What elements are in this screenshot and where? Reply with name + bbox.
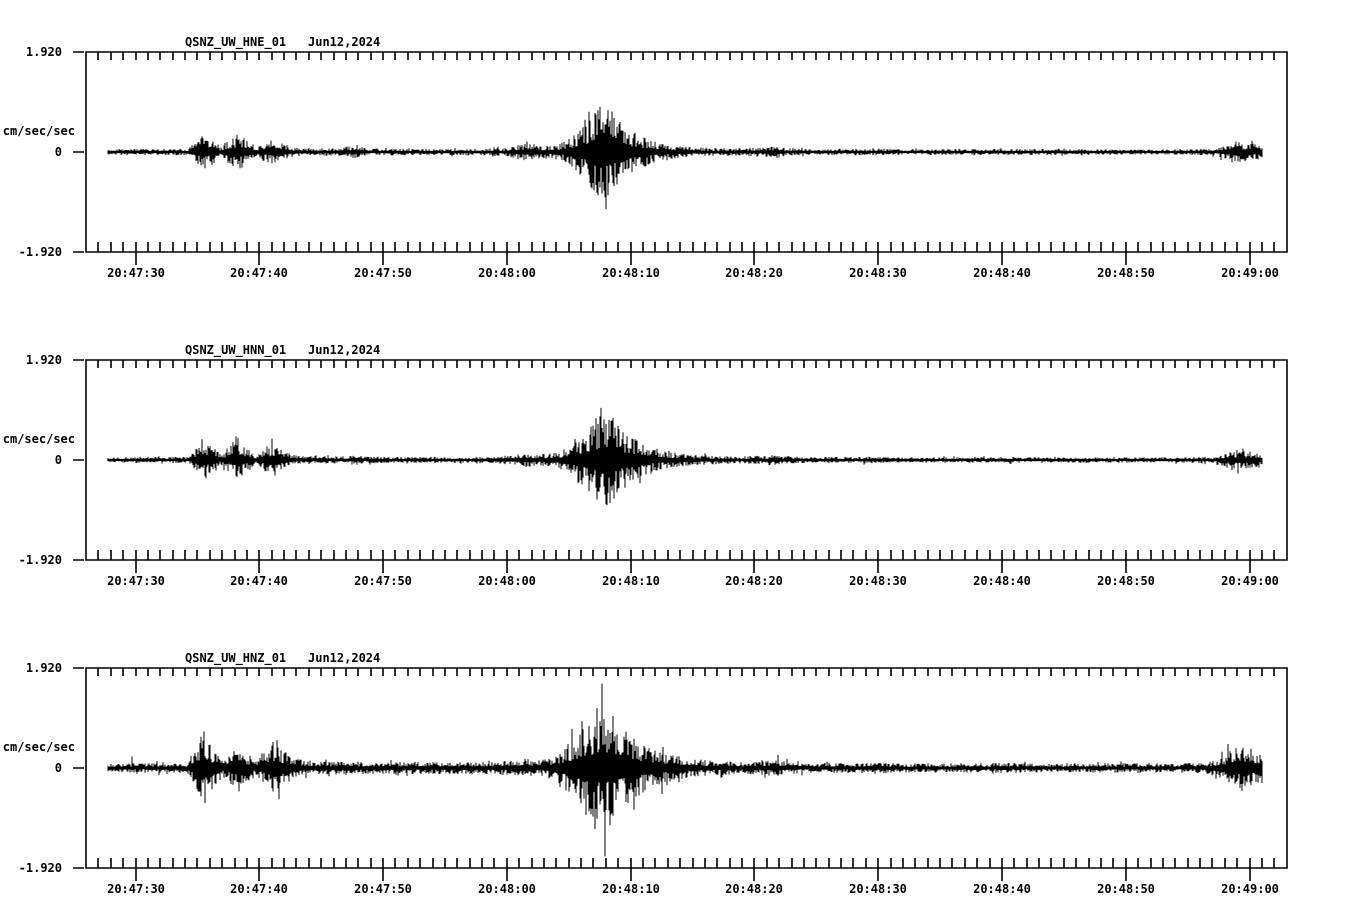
axis-frame (73, 667, 1288, 881)
y-axis-unit-label: cm/sec/sec (3, 740, 75, 754)
x-tick-label: 20:47:30 (107, 882, 165, 896)
x-tick-label: 20:48:50 (1097, 574, 1155, 588)
waveform-trace (107, 106, 1263, 210)
y-tick-label: -1.920 (19, 861, 62, 875)
y-tick-label: 1.920 (26, 353, 62, 367)
y-tick-label: 0 (55, 761, 62, 775)
x-tick-label: 20:48:10 (602, 882, 660, 896)
axis-frame (73, 359, 1288, 573)
x-tick-label: 20:48:30 (849, 266, 907, 280)
x-tick-label: 20:49:00 (1221, 882, 1279, 896)
x-tick-label: 20:47:40 (230, 882, 288, 896)
y-tick-label: -1.920 (19, 245, 62, 259)
x-tick-label: 20:48:30 (849, 882, 907, 896)
x-tick-label: 20:48:20 (725, 266, 783, 280)
panel-title: QSNZ_UW_HNE_01 (185, 35, 286, 50)
x-tick-label: 20:48:00 (478, 882, 536, 896)
seismogram-panel: QSNZ_UW_HNE_01 Jun12,2024 cm/sec/sec 1.920 0… (3, 35, 1288, 280)
x-tick-label: 20:49:00 (1221, 574, 1279, 588)
x-tick-label: 20:48:20 (725, 574, 783, 588)
x-tick-label: 20:47:30 (107, 266, 165, 280)
x-tick-label: 20:47:50 (354, 574, 412, 588)
seismogram-panel: QSNZ_UW_HNN_01 Jun12,2024 cm/sec/sec 1.920 0… (3, 343, 1288, 588)
x-tick-label: 20:47:50 (354, 266, 412, 280)
x-tick-label: 20:47:30 (107, 574, 165, 588)
x-tick-label: 20:47:40 (230, 266, 288, 280)
x-tick-label: 20:48:00 (478, 574, 536, 588)
x-tick-label: 20:48:30 (849, 574, 907, 588)
x-tick-label: 20:48:40 (973, 266, 1031, 280)
x-tick-label: 20:47:40 (230, 574, 288, 588)
x-tick-label: 20:48:10 (602, 266, 660, 280)
x-tick-label: 20:48:50 (1097, 266, 1155, 280)
y-tick-label: -1.920 (19, 553, 62, 567)
y-tick-label: 0 (55, 453, 62, 467)
axis-frame (73, 51, 1288, 265)
panel-date: Jun12,2024 (308, 651, 380, 665)
panel-title: QSNZ_UW_HNN_01 (185, 343, 286, 358)
panel-date: Jun12,2024 (308, 343, 380, 357)
panel-title: QSNZ_UW_HNZ_01 (185, 651, 286, 666)
waveform-trace (107, 407, 1263, 506)
seismogram-panel: QSNZ_UW_HNZ_01 Jun12,2024 cm/sec/sec 1.920 0… (3, 651, 1288, 896)
waveform-trace (107, 683, 1263, 857)
x-tick-label: 20:47:50 (354, 882, 412, 896)
panel-date: Jun12,2024 (308, 35, 380, 49)
y-tick-label: 0 (55, 145, 62, 159)
x-tick-label: 20:49:00 (1221, 266, 1279, 280)
x-tick-label: 20:48:20 (725, 882, 783, 896)
y-tick-label: 1.920 (26, 45, 62, 59)
x-tick-label: 20:48:10 (602, 574, 660, 588)
x-tick-label: 20:48:40 (973, 882, 1031, 896)
y-axis-unit-label: cm/sec/sec (3, 432, 75, 446)
x-tick-label: 20:48:40 (973, 574, 1031, 588)
x-tick-label: 20:48:50 (1097, 882, 1155, 896)
y-tick-label: 1.920 (26, 661, 62, 675)
y-axis-unit-label: cm/sec/sec (3, 124, 75, 138)
x-tick-label: 20:48:00 (478, 266, 536, 280)
